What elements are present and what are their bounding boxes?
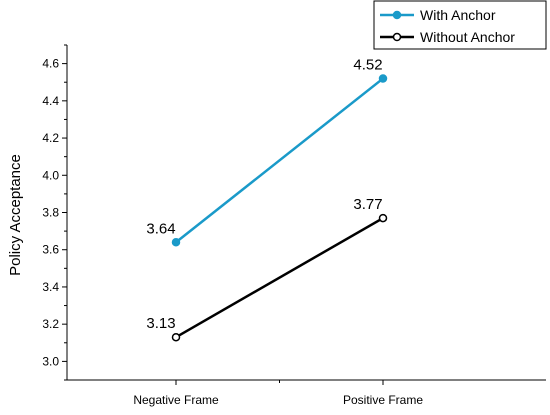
data-label: 3.13 [146, 315, 175, 332]
y-tick-label: 3.6 [42, 243, 59, 257]
y-tick-label: 4.0 [42, 168, 59, 182]
data-label: 4.52 [353, 57, 382, 74]
y-axis-title: Policy Acceptance [7, 154, 24, 276]
y-tick-label: 4.6 [42, 57, 59, 71]
data-label: 3.77 [353, 196, 382, 213]
legend-label: Without Anchor [420, 29, 515, 45]
legend-swatch-marker [392, 10, 402, 20]
y-tick-label: 3.2 [42, 317, 59, 331]
y-ticks: 3.0 3.2 3.4 3.6 3.8 4.0 4.2 4.4 4.6 [42, 44, 67, 381]
legend-box [373, 0, 547, 50]
data-point [171, 238, 181, 247]
axes: Negative Frame Positive Frame [66, 45, 546, 407]
data-label: 3.64 [146, 220, 175, 237]
legend-label: With Anchor [420, 7, 496, 23]
x-tick-label: Positive Frame [343, 393, 423, 407]
legend: With Anchor Without Anchor [373, 0, 547, 50]
data-point [171, 332, 181, 342]
y-tick-label: 3.4 [42, 280, 59, 294]
data-point [378, 74, 388, 83]
series-line [175, 77, 384, 244]
series-line [175, 216, 384, 339]
series-layer: 3.64 4.52 3.13 3.77 [146, 57, 388, 342]
y-tick-label: 3.0 [42, 354, 59, 368]
data-point [378, 213, 388, 223]
x-tick-label: Negative Frame [133, 393, 219, 407]
legend-swatch-marker [392, 32, 402, 42]
y-tick-label: 3.8 [42, 206, 59, 220]
y-tick-label: 4.4 [42, 94, 59, 108]
y-tick-label: 4.2 [42, 131, 59, 145]
